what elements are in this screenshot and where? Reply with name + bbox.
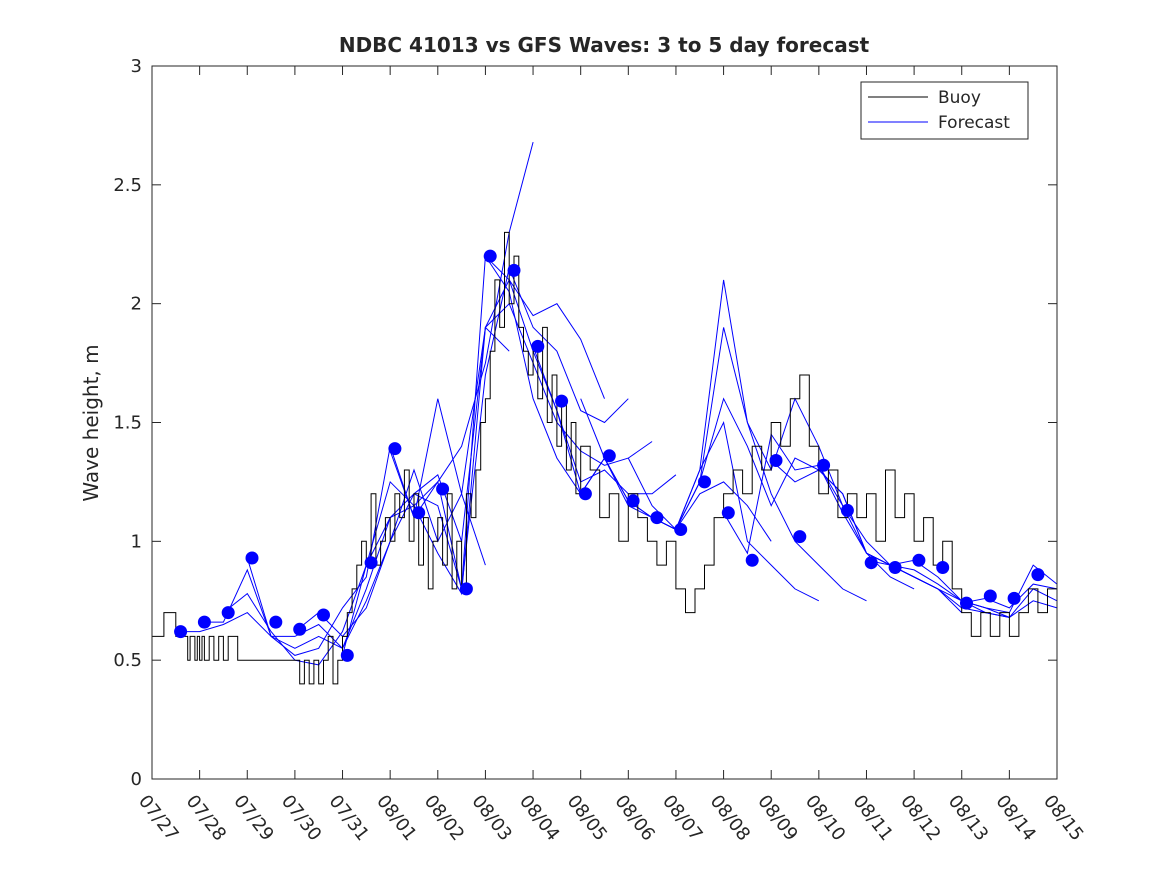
forecast-marker bbox=[269, 615, 283, 629]
y-axis-label: Wave height, m bbox=[79, 344, 103, 501]
forecast-marker bbox=[721, 506, 735, 520]
forecast-marker bbox=[1031, 568, 1045, 582]
y-tick-label: 0.5 bbox=[113, 650, 142, 671]
forecast-marker bbox=[983, 589, 997, 603]
forecast-marker bbox=[698, 475, 711, 489]
y-tick-label: 0 bbox=[131, 769, 142, 790]
forecast-marker bbox=[317, 608, 330, 622]
forecast-marker bbox=[245, 551, 259, 565]
forecast-line-15 bbox=[818, 465, 1058, 618]
forecast-marker bbox=[840, 503, 854, 517]
forecast-marker bbox=[912, 553, 926, 567]
forecast-marker bbox=[221, 606, 235, 620]
forecast-marker bbox=[888, 561, 902, 574]
forecast-marker bbox=[817, 458, 831, 472]
forecast-marker bbox=[436, 482, 450, 496]
forecast-marker bbox=[197, 615, 211, 629]
forecast-marker bbox=[578, 487, 592, 501]
legend-box bbox=[860, 81, 1029, 140]
forecast-line-2 bbox=[199, 326, 510, 656]
forecast-marker bbox=[626, 494, 640, 508]
forecast-line-6 bbox=[342, 302, 653, 656]
y-tick-label: 3 bbox=[131, 56, 142, 77]
forecast-marker bbox=[459, 582, 473, 596]
forecast-marker bbox=[555, 394, 569, 408]
forecast-marker bbox=[412, 506, 426, 520]
y-tick-label: 2.5 bbox=[113, 175, 142, 196]
y-tick-label: 1.5 bbox=[113, 413, 142, 434]
forecast-marker bbox=[340, 648, 354, 662]
legend-label-buoy: Buoy bbox=[938, 88, 981, 108]
buoy-line bbox=[152, 231, 1058, 685]
y-tick-label: 1 bbox=[131, 531, 142, 552]
forecast-marker bbox=[293, 622, 307, 636]
marker-layer bbox=[174, 249, 1045, 662]
forecast-marker bbox=[960, 596, 973, 610]
forecast-marker bbox=[174, 625, 188, 639]
forecast-marker bbox=[769, 454, 783, 467]
chart-title: NDBC 41013 vs GFS Waves: 3 to 5 day fore… bbox=[339, 33, 870, 57]
forecast-marker bbox=[388, 442, 402, 456]
forecast-marker bbox=[602, 449, 616, 463]
legend-label-forecast: Forecast bbox=[938, 113, 1010, 133]
forecast-marker bbox=[531, 339, 545, 353]
forecast-line-17 bbox=[961, 583, 1058, 609]
forecast-marker bbox=[864, 556, 878, 570]
forecast-marker bbox=[793, 530, 807, 544]
legend: Buoy Forecast bbox=[860, 81, 1029, 140]
forecast-marker bbox=[1007, 591, 1021, 605]
forecast-marker bbox=[674, 523, 688, 536]
forecast-marker bbox=[936, 561, 950, 574]
y-tick-label: 2 bbox=[131, 294, 142, 315]
forecast-marker bbox=[507, 263, 521, 277]
forecast-marker bbox=[650, 511, 664, 525]
forecast-marker bbox=[745, 553, 759, 567]
forecast-line-1 bbox=[175, 468, 486, 649]
forecast-marker bbox=[483, 249, 497, 263]
series-layer bbox=[152, 141, 1058, 685]
forecast-line-4 bbox=[246, 278, 605, 650]
forecast-marker bbox=[364, 556, 378, 570]
